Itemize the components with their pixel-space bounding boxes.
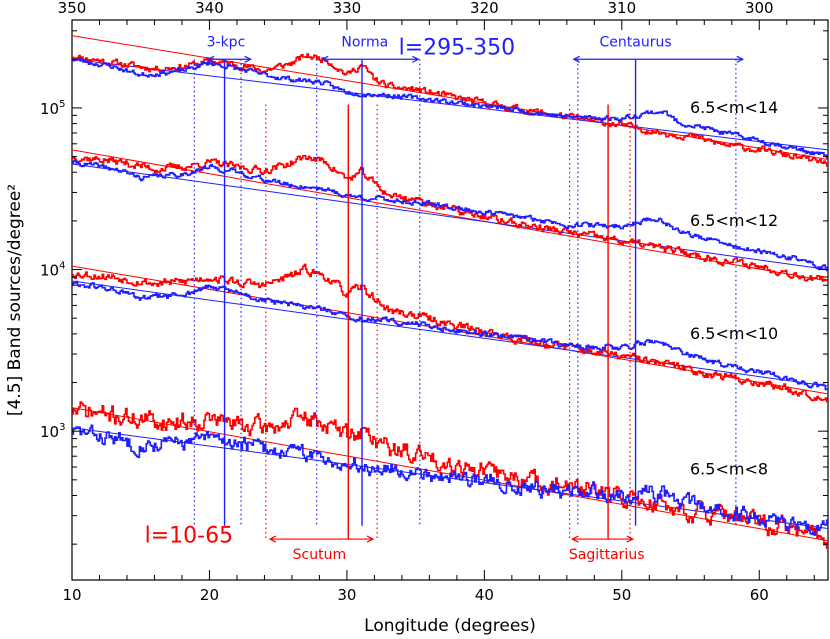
- arm-bracket-arrow-left: [320, 55, 329, 63]
- top-tick-label: 310: [607, 0, 636, 17]
- magnitude-label: 6.5<m<8: [690, 459, 768, 478]
- arm-label: Scutum: [293, 547, 346, 563]
- axes: 10 20 30 40 50 60 350 340 330 320 310 300 103 104 105: [40, 0, 828, 604]
- arm-3-kpc: 3-kpc: [193, 34, 253, 526]
- arm-bracket-arrow-right: [366, 535, 375, 543]
- series-line-5: [72, 263, 828, 403]
- chart-labels: 6.5<m<14 6.5<m<12 6.5<m<10 6.5<m<8 l=10-65 l=…: [145, 35, 779, 548]
- top-tick-label: 300: [745, 0, 774, 17]
- arm-annotations: 3-kpc Norma Centaurus Scutum Sagittarius: [193, 34, 745, 563]
- arm-norma: Norma: [316, 34, 421, 526]
- arm-bracket-arrow-right: [412, 55, 420, 63]
- arm-label: Sagittarius: [569, 547, 645, 563]
- top-tick-label: 330: [333, 0, 362, 17]
- arm-label: Centaurus: [599, 34, 671, 50]
- y-ticks: 103 104 105: [40, 30, 828, 545]
- fit-line-blue-2: [72, 163, 828, 271]
- x-tick-label: 30: [337, 586, 356, 604]
- x-tick-label: 50: [612, 586, 631, 604]
- x-axis-label: Longitude (degrees): [364, 616, 536, 636]
- arm-bracket-arrow-left: [572, 55, 580, 63]
- arm-bracket-arrow-left: [268, 535, 277, 543]
- arm-bracket-arrow-left: [206, 55, 215, 63]
- series-line-8: [72, 424, 828, 536]
- y-tick-label: 104: [40, 261, 65, 280]
- arm-bracket-arrow-right: [736, 55, 745, 63]
- series-line-2: [72, 57, 828, 159]
- plot-frame: [71, 19, 829, 581]
- series-line-6: [72, 280, 828, 391]
- y-axis-label: [4.5] Band sources/degree²: [5, 184, 25, 416]
- top-tick-label: 340: [195, 0, 224, 17]
- arm-bracket-arrow-right: [244, 55, 253, 63]
- arm-sagittarius: Sagittarius: [569, 104, 645, 563]
- arm-bracket-arrow-left: [570, 535, 579, 543]
- arm-centaurus: Centaurus: [572, 34, 745, 526]
- magnitude-label: 6.5<m<12: [690, 211, 778, 230]
- fit-line-red-1: [72, 35, 828, 160]
- top-tick-label: 320: [470, 0, 499, 17]
- x-tick-label: 10: [62, 586, 81, 604]
- x-ticks: 10 20 30 40 50 60 350 340 330 320 310 300: [58, 0, 815, 604]
- series-line-4: [72, 159, 828, 272]
- fit-line-blue-3: [72, 280, 828, 387]
- data-series: [72, 53, 828, 549]
- x-tick-label: 40: [475, 586, 494, 604]
- magnitude-label: 6.5<m<14: [690, 98, 778, 117]
- arm-label: 3-kpc: [207, 34, 246, 50]
- y-tick-label: 103: [40, 422, 65, 441]
- magnitude-label: 6.5<m<10: [690, 324, 778, 343]
- top-tick-label: 350: [58, 0, 87, 17]
- region-label: l=10-65: [145, 523, 233, 548]
- x-tick-label: 20: [200, 586, 219, 604]
- y-tick-label: 105: [40, 99, 65, 118]
- arm-scutum: Scutum: [265, 104, 378, 563]
- arm-label: Norma: [341, 34, 388, 50]
- x-tick-label: 60: [750, 586, 769, 604]
- region-label: l=295-350: [399, 35, 515, 60]
- arm-bracket-arrow-right: [626, 535, 635, 543]
